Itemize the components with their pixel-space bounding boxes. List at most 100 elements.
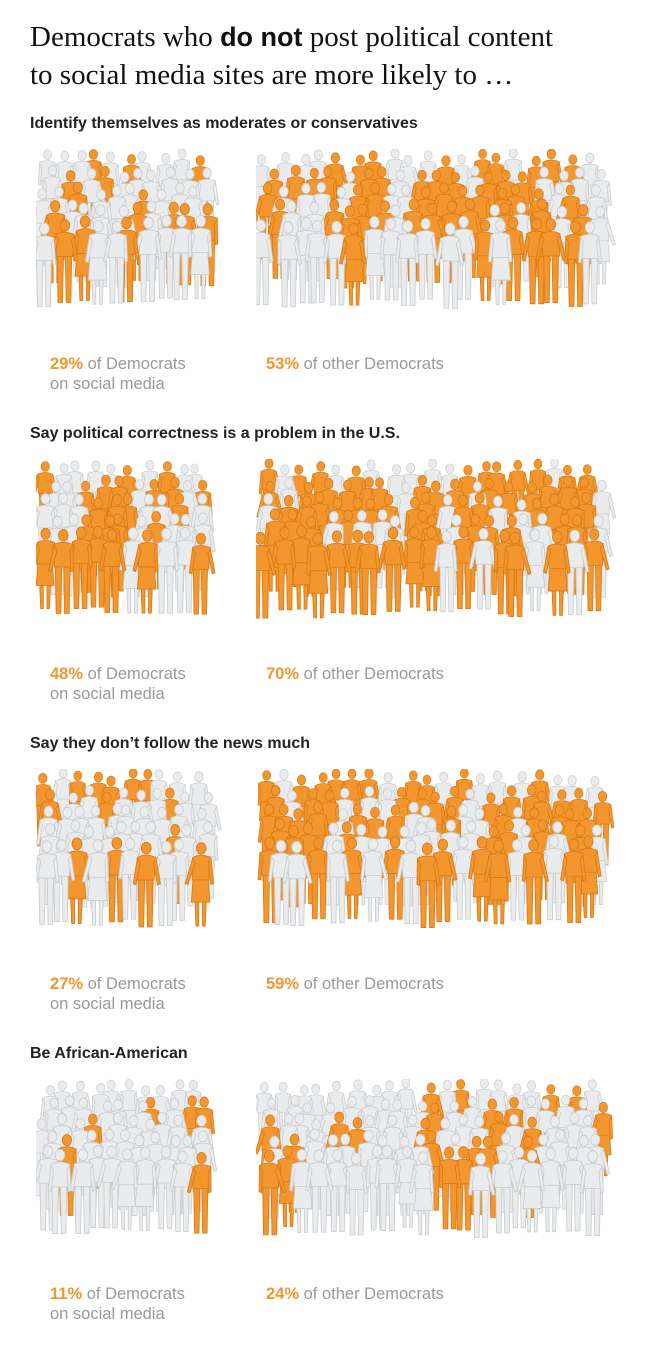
caption-social-media: 27% of Democrats on social media xyxy=(50,974,186,1014)
caption-social-media: 48% of Democrats on social media xyxy=(50,664,186,704)
chart-title: Say they don’t follow the news much xyxy=(30,735,311,752)
percent-label: 53% xyxy=(266,355,300,373)
person-icon xyxy=(489,1150,519,1234)
person-icon-highlighted xyxy=(132,841,161,928)
percent-label: 59% xyxy=(266,975,300,993)
person-icon xyxy=(539,1147,565,1233)
person-icon xyxy=(305,1149,334,1233)
caption-other-democrats: 70% of other Democrats xyxy=(266,664,444,684)
person-icon-highlighted xyxy=(483,839,512,925)
person-icon-highlighted xyxy=(256,531,277,619)
person-icon-highlighted xyxy=(99,528,127,613)
person-icon xyxy=(408,1151,435,1235)
person-icon xyxy=(560,1147,589,1232)
person-icon xyxy=(256,219,274,306)
group-label-line2: on social media xyxy=(50,1305,165,1323)
group-label: of other Democrats xyxy=(303,355,444,373)
group-label: of other Democrats xyxy=(303,1285,444,1303)
person-icon-highlighted xyxy=(258,1149,287,1236)
headline: Democrats who do not post political cont… xyxy=(30,18,630,94)
person-icon xyxy=(579,1150,604,1236)
percent-label: 11% xyxy=(50,1285,83,1303)
person-icon xyxy=(69,1148,96,1234)
person-icon xyxy=(522,528,547,612)
person-icon-highlighted xyxy=(132,529,159,614)
person-icon-highlighted xyxy=(270,526,297,611)
person-icon xyxy=(577,221,603,305)
person-icon xyxy=(516,1149,545,1233)
headline-line2: to social media sites are more likely to… xyxy=(30,59,514,91)
person-icon xyxy=(435,222,465,309)
person-icon xyxy=(151,840,177,926)
person-icon xyxy=(345,1152,368,1236)
person-icon xyxy=(282,841,313,926)
group-label-line1: of Democrats xyxy=(87,975,186,993)
person-icon-highlighted xyxy=(47,529,74,614)
person-icon-highlighted xyxy=(184,842,214,927)
chart-section-news: Say they don’t follow the news much 27% … xyxy=(0,734,670,1044)
person-icon-highlighted xyxy=(324,530,352,614)
caption-other-democrats: 24% of other Democrats xyxy=(266,1284,444,1304)
headline-line1: Democrats who do not post political cont… xyxy=(30,21,553,53)
chart-title: Identify themselves as moderates or cons… xyxy=(30,115,418,132)
person-icon xyxy=(186,215,213,299)
chart-section-political-correctness: Say political correctness is a problem i… xyxy=(0,424,670,734)
person-icon-highlighted xyxy=(416,842,441,929)
crowd-social-media xyxy=(36,769,224,944)
caption-other-democrats: 59% of other Democrats xyxy=(266,974,444,994)
person-icon-highlighted xyxy=(503,531,532,617)
person-icon xyxy=(326,839,350,924)
person-icon xyxy=(111,1148,138,1230)
person-icon-highlighted xyxy=(543,530,571,616)
group-label-line2: on social media xyxy=(50,685,165,703)
person-icon-highlighted xyxy=(340,837,366,919)
person-icon xyxy=(468,1152,496,1238)
percent-label: 29% xyxy=(50,355,84,373)
person-icon xyxy=(322,220,349,306)
caption-social-media: 11% of Democrats on social media xyxy=(50,1284,185,1324)
crowd-other-democrats xyxy=(256,459,618,634)
person-icon xyxy=(168,215,192,300)
group-label: of other Democrats xyxy=(303,975,444,993)
person-icon xyxy=(322,1149,354,1232)
caption-other-democrats: 53% of other Democrats xyxy=(266,354,444,374)
group-label-line1: of Democrats xyxy=(87,665,186,683)
pictograph-svg xyxy=(36,149,220,308)
person-icon xyxy=(103,220,128,304)
group-label-line2: on social media xyxy=(50,375,165,393)
person-icon xyxy=(85,220,114,305)
person-icon xyxy=(36,840,60,925)
pictograph-svg xyxy=(36,1079,218,1234)
chart-title: Be African-American xyxy=(30,1045,188,1062)
person-icon-highlighted xyxy=(431,838,458,923)
person-icon-highlighted xyxy=(354,531,381,615)
crowd-social-media xyxy=(36,459,224,634)
headline-emphasis: do not xyxy=(220,22,303,52)
person-icon xyxy=(360,838,389,922)
person-icon-highlighted xyxy=(535,218,567,304)
percent-label: 48% xyxy=(50,665,84,683)
person-icon-highlighted xyxy=(521,839,550,925)
group-label: of other Democrats xyxy=(303,665,444,683)
group-label-line1: of Democrats xyxy=(87,355,186,373)
person-icon-highlighted xyxy=(303,837,330,920)
person-icon-highlighted xyxy=(61,837,93,924)
pictograph-svg xyxy=(257,769,615,929)
person-icon xyxy=(412,217,438,300)
crowd-social-media xyxy=(36,149,224,324)
headline-text-post: post political content xyxy=(302,21,554,53)
crowd-other-democrats xyxy=(256,149,618,324)
crowd-social-media xyxy=(36,1079,224,1254)
person-icon-highlighted xyxy=(560,838,587,924)
chart-section-african-american: Be African-American 11% of Democrats on … xyxy=(0,1044,670,1354)
person-icon-highlighted xyxy=(306,532,332,619)
headline-text-pre: Democrats who xyxy=(30,21,221,53)
person-icon-highlighted xyxy=(439,1146,462,1230)
crowd-other-democrats xyxy=(256,769,618,944)
person-icon-highlighted xyxy=(377,527,407,612)
person-icon xyxy=(468,527,498,610)
pictograph-svg xyxy=(36,460,216,615)
person-icon xyxy=(487,219,513,305)
person-icon-highlighted xyxy=(339,222,367,306)
person-icon xyxy=(395,220,420,306)
